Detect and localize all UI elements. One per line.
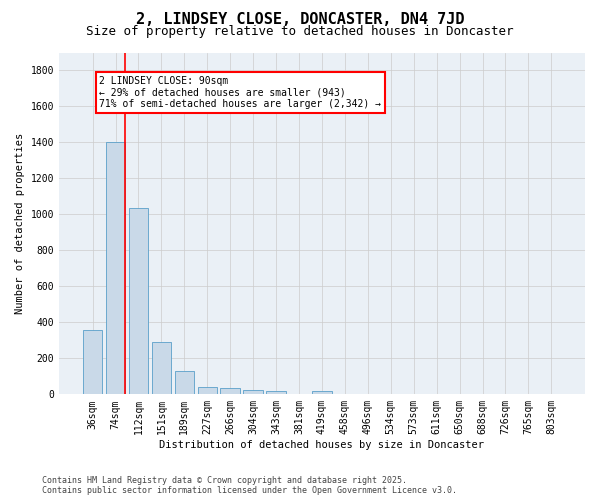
Bar [244, 390, 263, 394]
Bar [152, 342, 171, 394]
Bar [197, 387, 217, 394]
Y-axis label: Number of detached properties: Number of detached properties [15, 133, 25, 314]
Bar [220, 388, 240, 394]
Text: Contains HM Land Registry data © Crown copyright and database right 2025.
Contai: Contains HM Land Registry data © Crown c… [42, 476, 457, 495]
Bar [266, 390, 286, 394]
Bar [129, 208, 148, 394]
Bar [312, 390, 332, 394]
Text: 2 LINDSEY CLOSE: 90sqm
← 29% of detached houses are smaller (943)
71% of semi-de: 2 LINDSEY CLOSE: 90sqm ← 29% of detached… [100, 76, 382, 109]
X-axis label: Distribution of detached houses by size in Doncaster: Distribution of detached houses by size … [160, 440, 484, 450]
Bar [106, 142, 125, 394]
Text: 2, LINDSEY CLOSE, DONCASTER, DN4 7JD: 2, LINDSEY CLOSE, DONCASTER, DN4 7JD [136, 12, 464, 28]
Bar [175, 371, 194, 394]
Bar [83, 330, 103, 394]
Text: Size of property relative to detached houses in Doncaster: Size of property relative to detached ho… [86, 25, 514, 38]
